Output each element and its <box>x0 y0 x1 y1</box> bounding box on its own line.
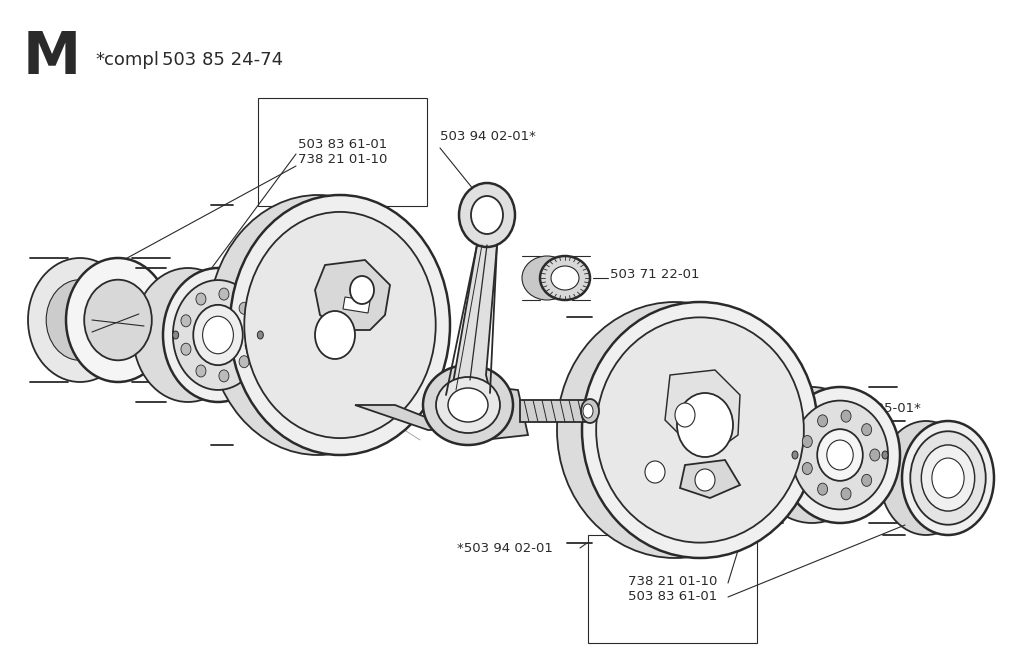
Ellipse shape <box>922 445 975 511</box>
Ellipse shape <box>219 370 229 382</box>
Ellipse shape <box>247 329 257 341</box>
Ellipse shape <box>551 266 579 290</box>
Ellipse shape <box>880 421 972 535</box>
Ellipse shape <box>449 388 488 422</box>
Ellipse shape <box>173 280 263 390</box>
Polygon shape <box>680 460 740 498</box>
Ellipse shape <box>540 256 590 300</box>
Ellipse shape <box>163 268 273 402</box>
Polygon shape <box>315 260 390 330</box>
Ellipse shape <box>245 212 435 438</box>
Ellipse shape <box>181 315 190 327</box>
Ellipse shape <box>802 436 812 448</box>
Ellipse shape <box>173 331 178 339</box>
Ellipse shape <box>582 302 818 558</box>
Ellipse shape <box>196 365 206 377</box>
Ellipse shape <box>230 195 450 455</box>
Text: 503 94 02-01*: 503 94 02-01* <box>440 130 536 143</box>
Ellipse shape <box>826 440 853 470</box>
Ellipse shape <box>240 302 249 314</box>
Ellipse shape <box>181 344 190 356</box>
Ellipse shape <box>677 393 733 457</box>
Text: 503 85 24-74: 503 85 24-74 <box>162 51 283 69</box>
Ellipse shape <box>817 483 827 495</box>
Ellipse shape <box>817 429 863 481</box>
Ellipse shape <box>932 458 965 498</box>
Ellipse shape <box>219 288 229 300</box>
Ellipse shape <box>792 401 888 510</box>
Ellipse shape <box>792 451 798 459</box>
Ellipse shape <box>315 311 355 359</box>
Ellipse shape <box>66 258 170 382</box>
Ellipse shape <box>910 432 986 525</box>
Ellipse shape <box>224 345 240 367</box>
Ellipse shape <box>522 256 572 300</box>
Ellipse shape <box>208 195 428 455</box>
Ellipse shape <box>84 279 152 360</box>
Ellipse shape <box>596 317 804 543</box>
Ellipse shape <box>240 356 249 368</box>
Ellipse shape <box>581 399 599 423</box>
Text: *503 94 05-01: *503 94 05-01 <box>142 362 238 374</box>
Ellipse shape <box>817 415 827 427</box>
Text: M: M <box>23 29 81 87</box>
Text: *503 94 02-01: *503 94 02-01 <box>457 542 553 554</box>
Polygon shape <box>665 370 740 448</box>
Ellipse shape <box>869 449 880 461</box>
Ellipse shape <box>350 276 374 304</box>
Polygon shape <box>343 297 370 313</box>
Ellipse shape <box>583 404 593 418</box>
Polygon shape <box>240 345 340 367</box>
Ellipse shape <box>557 302 793 558</box>
Text: *: * <box>383 416 390 428</box>
Ellipse shape <box>471 196 503 234</box>
Polygon shape <box>355 405 458 430</box>
Ellipse shape <box>257 331 263 339</box>
Ellipse shape <box>675 403 695 427</box>
Text: *compl: *compl <box>95 51 159 69</box>
Ellipse shape <box>645 461 665 483</box>
Ellipse shape <box>841 488 851 500</box>
Polygon shape <box>520 400 590 422</box>
Polygon shape <box>451 245 497 395</box>
Ellipse shape <box>459 183 515 247</box>
Ellipse shape <box>752 387 872 523</box>
Ellipse shape <box>861 424 871 436</box>
Ellipse shape <box>203 316 233 354</box>
Ellipse shape <box>882 451 888 459</box>
Ellipse shape <box>423 365 513 445</box>
Ellipse shape <box>28 258 132 382</box>
Polygon shape <box>473 385 528 440</box>
Ellipse shape <box>861 474 871 486</box>
Text: 503 71 22-01: 503 71 22-01 <box>610 269 699 281</box>
Text: 503 83 61-01
738 21 01-10: 503 83 61-01 738 21 01-10 <box>298 138 387 166</box>
Text: 738 21 01-10
503 83 61-01: 738 21 01-10 503 83 61-01 <box>628 575 718 603</box>
Ellipse shape <box>695 469 715 491</box>
Ellipse shape <box>133 268 243 402</box>
Ellipse shape <box>902 421 994 535</box>
Ellipse shape <box>780 387 900 523</box>
Ellipse shape <box>194 305 243 365</box>
Ellipse shape <box>436 377 500 433</box>
Ellipse shape <box>46 279 114 360</box>
Text: 503 94 05-01*: 503 94 05-01* <box>825 402 921 414</box>
Ellipse shape <box>802 462 812 474</box>
Ellipse shape <box>196 293 206 305</box>
Ellipse shape <box>841 410 851 422</box>
